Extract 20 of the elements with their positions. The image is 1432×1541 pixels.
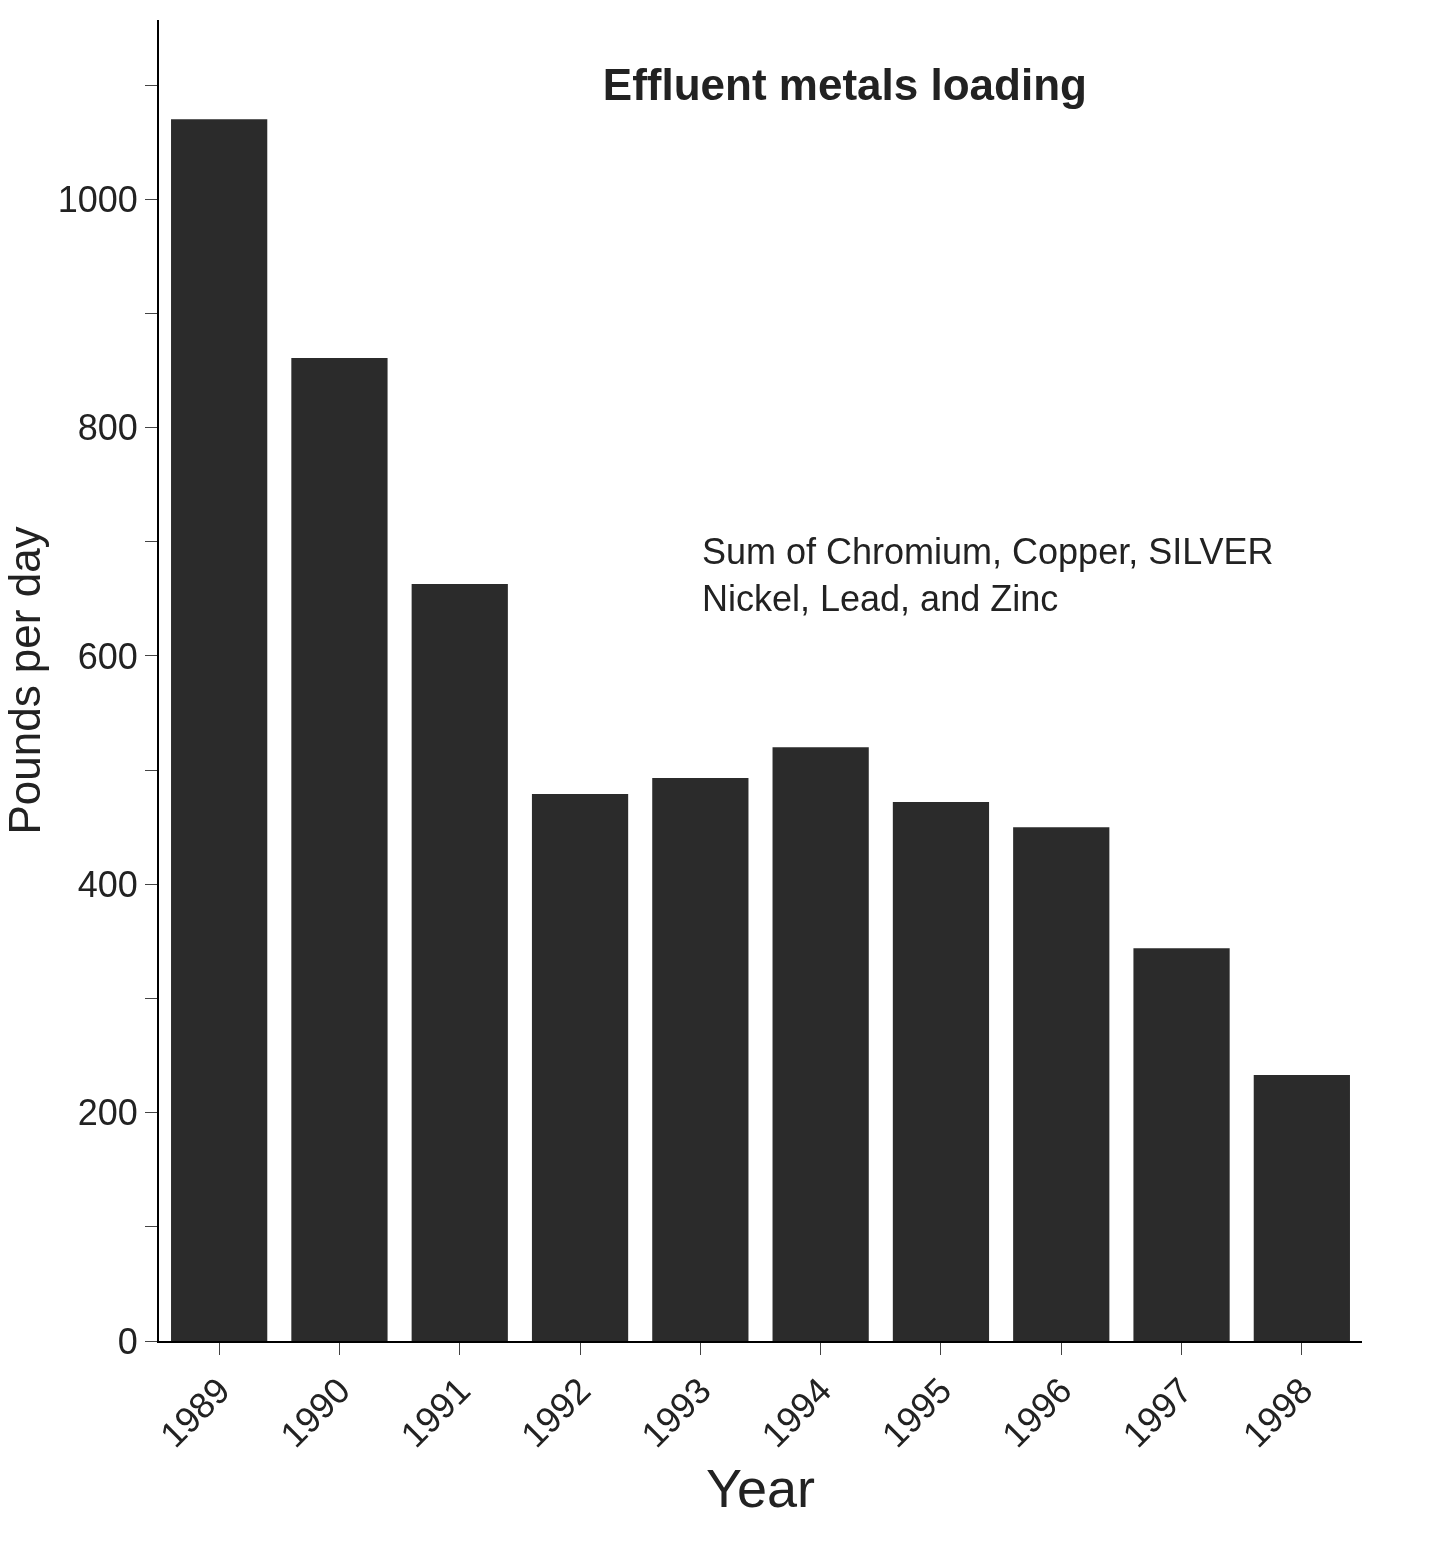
bar (1253, 1074, 1350, 1341)
y-tick-label: 400 (77, 863, 138, 905)
y-tick-label: 600 (77, 635, 138, 677)
x-axis-title: Year (705, 1458, 816, 1519)
bar (531, 794, 629, 1341)
bar (1013, 827, 1110, 1341)
y-axis-title: Pounds per day (0, 526, 49, 835)
y-tick-label: 1000 (57, 178, 138, 220)
bar (411, 584, 508, 1341)
text: Effluent metals loading (602, 60, 1087, 110)
bar (291, 357, 388, 1341)
y-tick-label: 200 (77, 1092, 138, 1134)
y-tick-label: 800 (77, 407, 138, 449)
annotation: Sum of Chromium, Copper, SILVER Nickel, Lead, and Zinc (702, 531, 1274, 619)
bar (652, 778, 749, 1341)
bar (1133, 948, 1230, 1341)
bar (171, 119, 268, 1341)
bar (772, 747, 869, 1341)
y-tick-label: 0 (117, 1320, 138, 1362)
bar (892, 802, 990, 1341)
